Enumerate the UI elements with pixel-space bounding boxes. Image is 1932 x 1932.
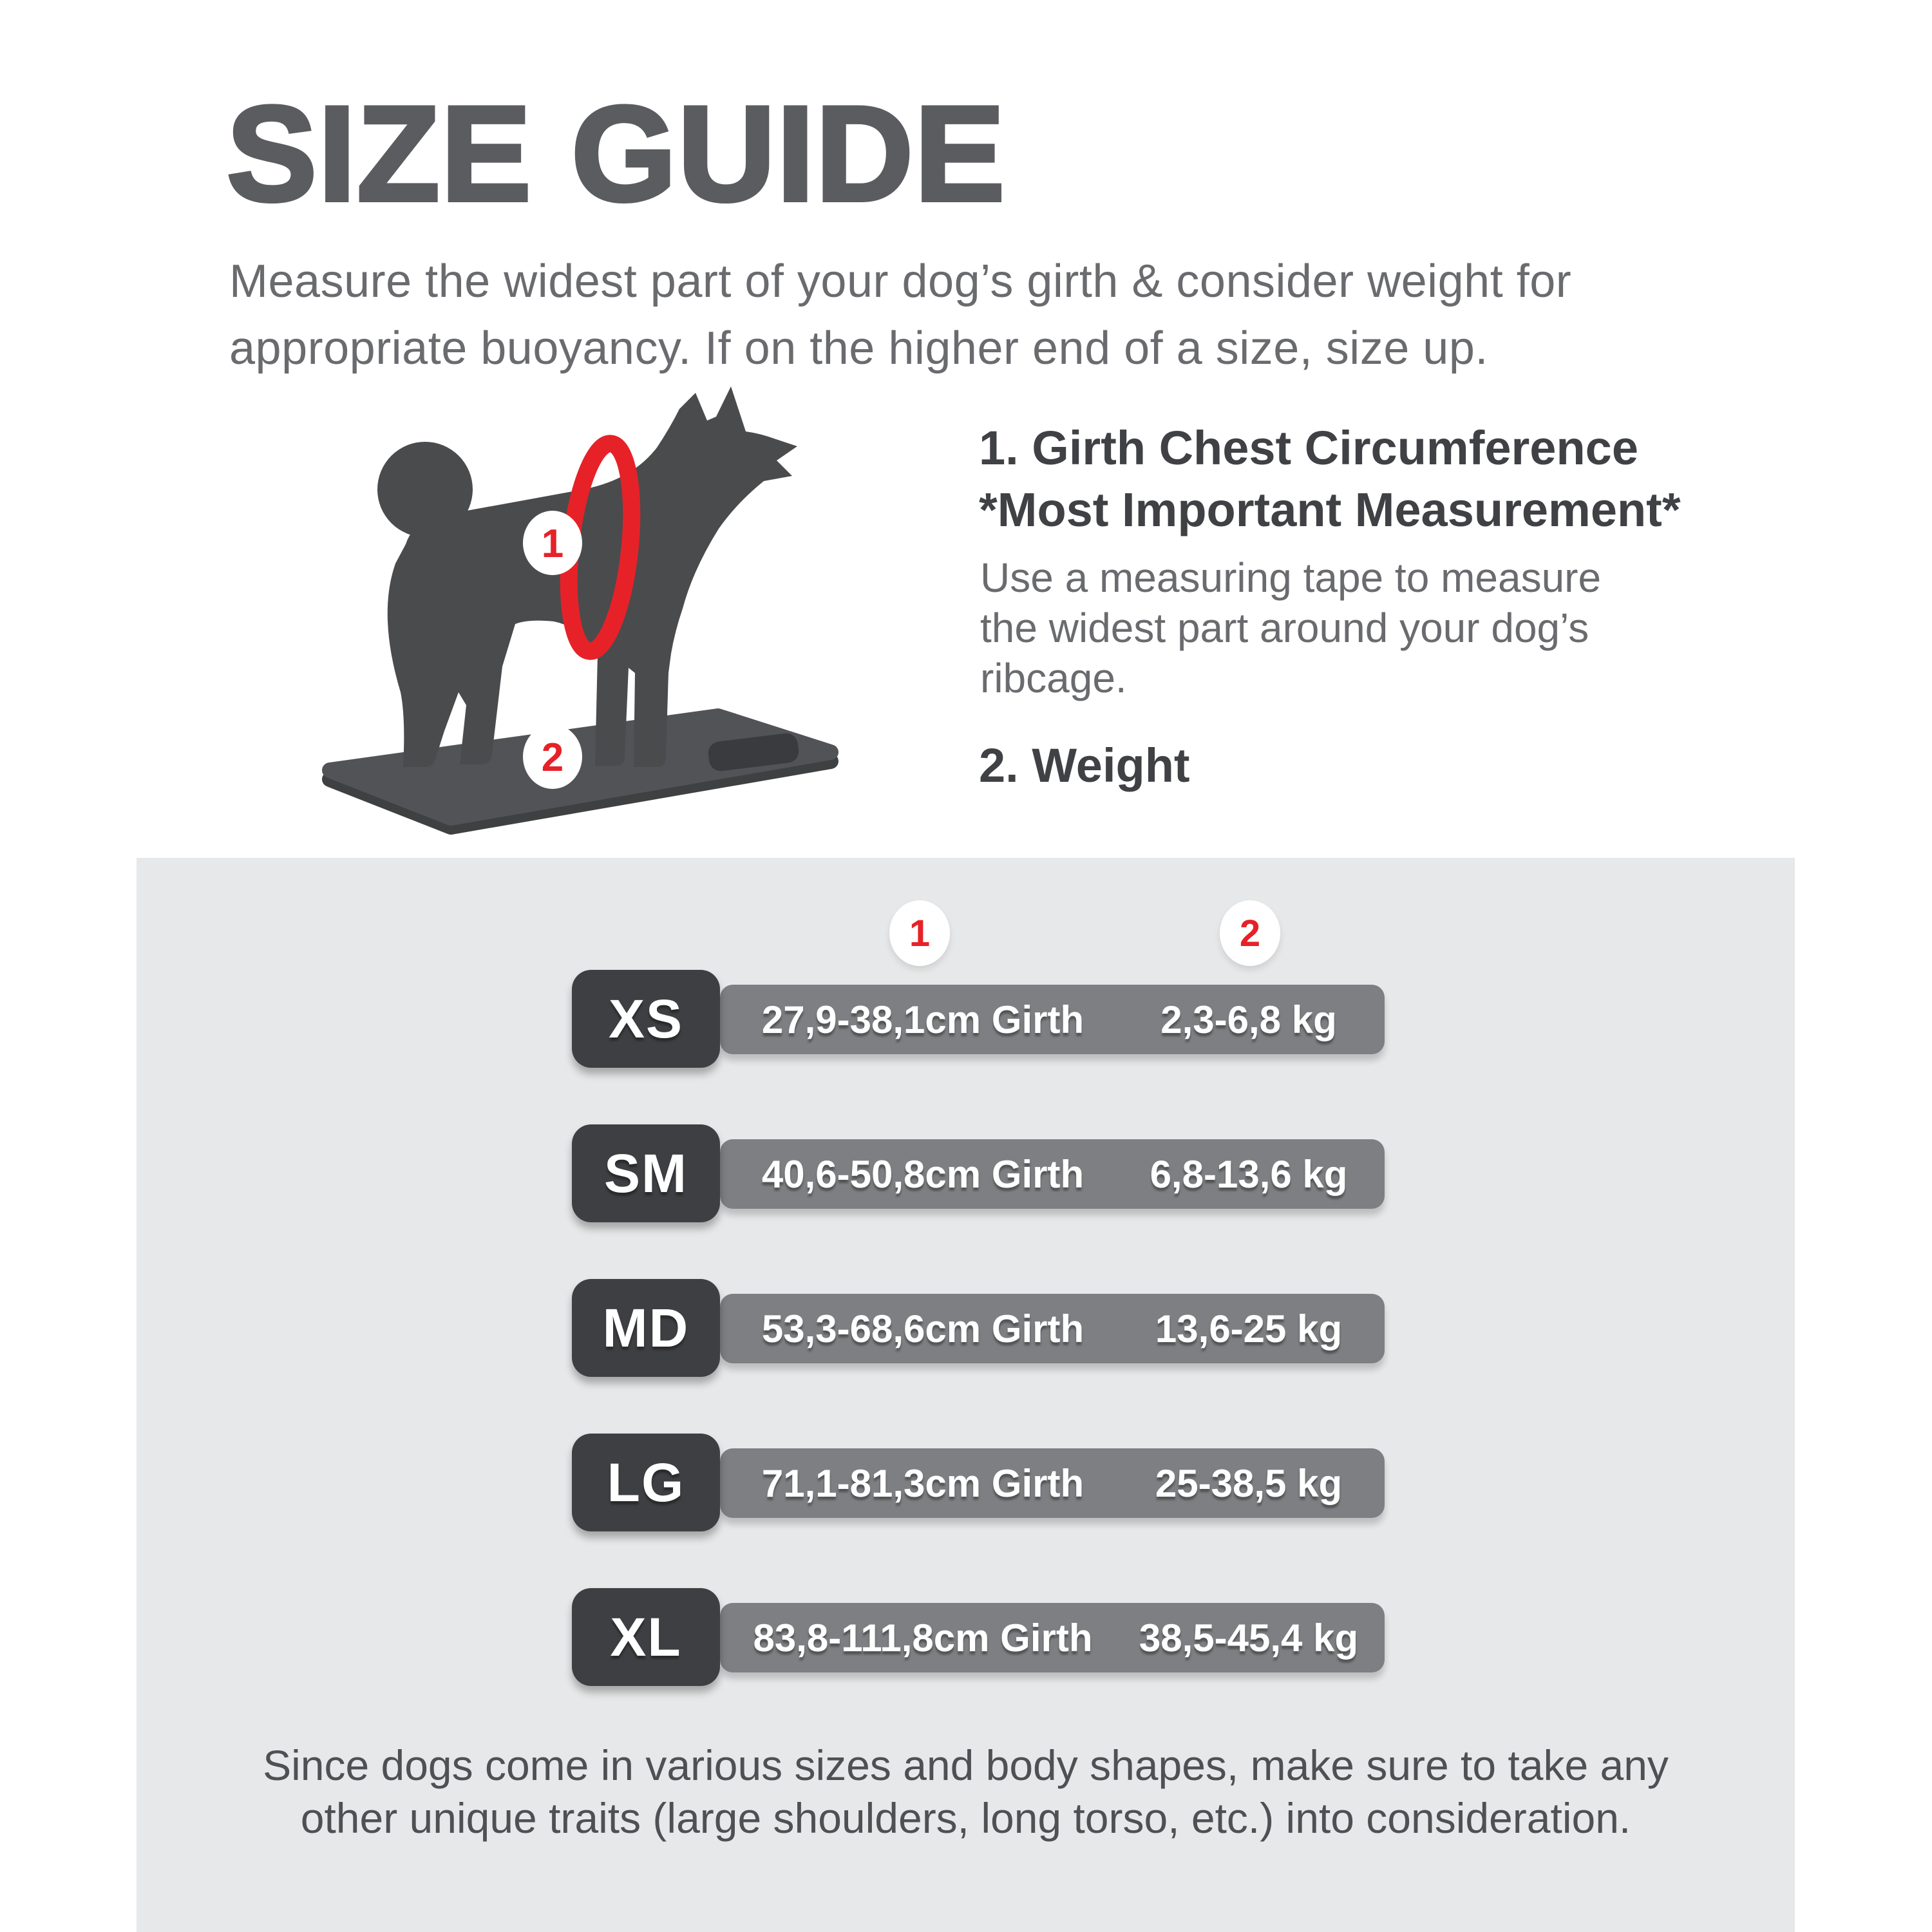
size-badge-md-label: MD	[602, 1297, 690, 1358]
size-badge-xs: XS	[572, 970, 720, 1068]
size-row-xl: 83,8-111,8cm Girth 38,5-45,4 kg XL	[572, 1588, 1521, 1686]
intro-line-1: Measure the widest part of your dog’s gi…	[229, 256, 1572, 307]
size-row-md: 53,3-68,6cm Girth 13,6-25 kg MD	[572, 1279, 1521, 1377]
column-marker-2-label: 2	[1239, 912, 1261, 954]
footer-line-2: other unique traits (large shoulders, lo…	[300, 1794, 1631, 1842]
diagram-marker-1-label: 1	[542, 522, 564, 566]
size-badge-xl-label: XL	[610, 1606, 682, 1667]
column-marker-1: 1	[889, 900, 950, 966]
girth-body-line-1: Use a measuring tape to measure	[980, 554, 1602, 601]
girth-range: 71,1-81,3cm Girth	[761, 1461, 1084, 1505]
weight-range: 2,3-6,8 kg	[1160, 998, 1337, 1041]
size-badge-sm-label: SM	[604, 1142, 688, 1204]
footer-line-1: Since dogs come in various sizes and bod…	[263, 1741, 1669, 1789]
dog-silhouette	[387, 386, 797, 767]
weight-range: 6,8-13,6 kg	[1150, 1152, 1348, 1196]
size-badge-lg: LG	[572, 1434, 720, 1531]
size-badge-lg-label: LG	[607, 1452, 685, 1513]
size-row-md-bar: 53,3-68,6cm Girth 13,6-25 kg	[720, 1294, 1385, 1363]
girth-range: 40,6-50,8cm Girth	[761, 1152, 1084, 1196]
diagram-marker-1: 1	[523, 511, 582, 575]
girth-section-body: Use a measuring tape to measure the wide…	[980, 553, 1601, 703]
column-marker-1-label: 1	[909, 912, 931, 954]
dog-tail-curl	[377, 442, 473, 537]
size-badge-sm: SM	[572, 1124, 720, 1222]
girth-heading-line-2: *Most Important Measurement*	[979, 483, 1681, 536]
size-row-sm: 40,6-50,8cm Girth 6,8-13,6 kg SM	[572, 1124, 1521, 1222]
girth-heading-line-1: 1. Girth Chest Circumference	[979, 421, 1638, 475]
size-badge-xs-label: XS	[608, 988, 684, 1049]
size-table-panel: 1 2 27,9-38,1cm Girth 2,3-6,8 kg XS 40,6…	[137, 858, 1795, 1932]
girth-range: 53,3-68,6cm Girth	[761, 1307, 1084, 1350]
size-row-xl-bar: 83,8-111,8cm Girth 38,5-45,4 kg	[720, 1603, 1385, 1672]
girth-range: 83,8-111,8cm Girth	[753, 1616, 1093, 1660]
girth-section-heading: 1. Girth Chest Circumference *Most Impor…	[979, 417, 1681, 541]
column-marker-2: 2	[1220, 900, 1280, 966]
size-row-lg-bar: 71,1-81,3cm Girth 25-38,5 kg	[720, 1448, 1385, 1518]
weight-section-heading: 2. Weight	[979, 739, 1190, 792]
page-title: SIZE GUIDE	[225, 76, 1007, 231]
size-row-xs-bar: 27,9-38,1cm Girth 2,3-6,8 kg	[720, 985, 1385, 1054]
footer-note: Since dogs come in various sizes and bod…	[137, 1739, 1795, 1844]
size-row-xs: 27,9-38,1cm Girth 2,3-6,8 kg XS	[572, 970, 1521, 1068]
scale-display	[708, 733, 799, 772]
girth-body-line-2: the widest part around your dog’s	[980, 605, 1589, 651]
size-badge-md: MD	[572, 1279, 720, 1377]
weight-range: 13,6-25 kg	[1155, 1307, 1343, 1350]
weight-range: 25-38,5 kg	[1155, 1461, 1343, 1505]
diagram-marker-2-label: 2	[542, 735, 564, 780]
size-row-lg: 71,1-81,3cm Girth 25-38,5 kg LG	[572, 1434, 1521, 1531]
girth-range: 27,9-38,1cm Girth	[761, 998, 1084, 1041]
diagram-marker-2: 2	[523, 724, 582, 789]
girth-body-line-3: ribcage.	[980, 655, 1127, 701]
size-badge-xl: XL	[572, 1588, 720, 1686]
size-row-sm-bar: 40,6-50,8cm Girth 6,8-13,6 kg	[720, 1139, 1385, 1209]
intro-line-2: appropriate buoyancy. If on the higher e…	[229, 323, 1488, 374]
weight-range: 38,5-45,4 kg	[1139, 1616, 1359, 1660]
intro-text: Measure the widest part of your dog’s gi…	[229, 248, 1571, 382]
dog-measurement-diagram: 1 2	[322, 386, 838, 835]
